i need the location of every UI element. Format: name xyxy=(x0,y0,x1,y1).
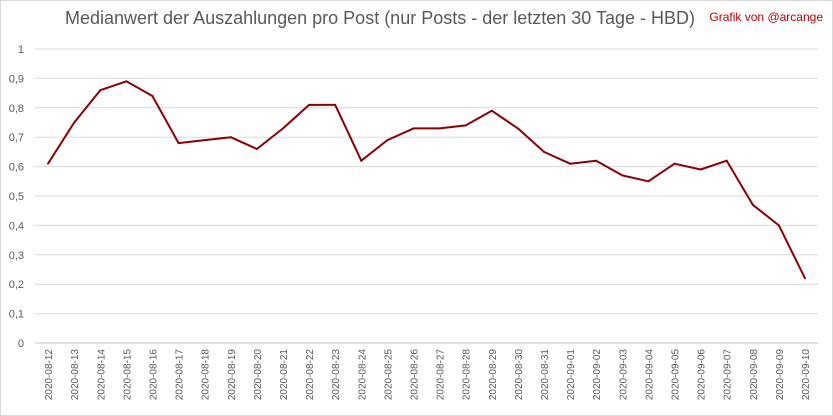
x-tick-label: 2020-08-28 xyxy=(462,349,473,401)
x-tick-label: 2020-08-13 xyxy=(70,349,81,401)
data-point xyxy=(647,180,650,183)
x-tick-label: 2020-09-02 xyxy=(592,349,603,401)
x-tick-label: 2020-09-06 xyxy=(697,349,708,401)
series-group xyxy=(47,80,806,280)
x-tick-label: 2020-08-21 xyxy=(279,349,290,401)
data-point xyxy=(542,150,545,153)
data-point xyxy=(751,203,754,206)
x-tick-label: 2020-08-25 xyxy=(383,349,394,401)
y-tick-label: 0,1 xyxy=(9,309,24,321)
x-tick-label: 2020-09-08 xyxy=(749,349,760,401)
y-tick-label: 0,3 xyxy=(9,250,24,262)
data-point xyxy=(803,277,806,280)
x-tick-label: 2020-08-26 xyxy=(409,349,420,401)
y-tick-label: 0 xyxy=(18,338,24,350)
x-tick-label: 2020-08-17 xyxy=(175,349,186,401)
x-tick-label: 2020-09-09 xyxy=(775,349,786,401)
chart-credit: Grafik von @arcange xyxy=(709,10,823,24)
data-point xyxy=(621,174,624,177)
y-tick-label: 1 xyxy=(18,44,24,56)
y-tick-label: 0,5 xyxy=(9,191,24,203)
data-point xyxy=(47,162,50,165)
data-point xyxy=(360,159,363,162)
data-point xyxy=(490,109,493,112)
x-tick-label: 2020-08-18 xyxy=(201,349,212,401)
data-point xyxy=(73,121,76,124)
data-point xyxy=(177,142,180,145)
x-tick-label: 2020-09-05 xyxy=(670,349,681,401)
x-tick-label: 2020-09-04 xyxy=(644,349,655,401)
gridlines xyxy=(35,48,818,344)
x-tick-label: 2020-08-22 xyxy=(305,349,316,401)
x-tick-label: 2020-08-15 xyxy=(122,349,133,401)
x-tick-label: 2020-09-10 xyxy=(801,349,812,401)
data-point xyxy=(673,162,676,165)
x-tick-label: 2020-08-16 xyxy=(148,349,159,401)
chart-title: Medianwert der Auszahlungen pro Post (nu… xyxy=(65,8,695,28)
data-point xyxy=(99,89,102,92)
data-point xyxy=(308,103,311,106)
data-point xyxy=(255,147,258,150)
x-tick-label: 2020-08-31 xyxy=(540,349,551,401)
data-point xyxy=(516,127,519,130)
x-tick-label: 2020-08-24 xyxy=(357,349,368,401)
x-tick-label: 2020-08-12 xyxy=(44,349,55,401)
x-tick-label: 2020-08-29 xyxy=(488,349,499,401)
x-tick-label: 2020-08-27 xyxy=(436,349,447,401)
data-point xyxy=(595,159,598,162)
data-point xyxy=(151,95,154,98)
y-tick-label: 0,8 xyxy=(9,103,24,115)
y-tick-label: 0,7 xyxy=(9,132,24,144)
y-tick-label: 0,6 xyxy=(9,162,24,174)
x-tick-label: 2020-08-23 xyxy=(331,349,342,401)
y-tick-label: 0,9 xyxy=(9,73,24,85)
x-tick-label: 2020-08-30 xyxy=(514,349,525,401)
data-point xyxy=(281,127,284,130)
data-point xyxy=(777,224,780,227)
x-tick-label: 2020-08-20 xyxy=(253,349,264,401)
data-point xyxy=(334,103,337,106)
x-tick-label: 2020-08-14 xyxy=(96,349,107,401)
y-axis-ticks: 0 0,1 0,2 0,3 0,4 0,5 0,6 0,7 0,8 0,9 1 xyxy=(9,44,24,350)
x-tick-label: 2020-08-19 xyxy=(227,349,238,401)
x-tick-label: 2020-09-01 xyxy=(566,349,577,401)
data-point xyxy=(203,139,206,142)
data-point xyxy=(725,159,728,162)
data-point xyxy=(569,162,572,165)
y-tick-label: 0,4 xyxy=(9,220,24,232)
y-tick-label: 0,2 xyxy=(9,279,24,291)
x-axis-ticks: 2020-08-12 2020-08-13 2020-08-14 2020-08-15… xyxy=(44,349,812,401)
data-point xyxy=(386,139,389,142)
data-point xyxy=(699,168,702,171)
series-line xyxy=(47,80,806,279)
data-point xyxy=(229,136,232,139)
x-tick-label: 2020-09-03 xyxy=(618,349,629,401)
data-point xyxy=(464,124,467,127)
data-point xyxy=(412,127,415,130)
x-tick-label: 2020-09-07 xyxy=(723,349,734,401)
data-point xyxy=(438,127,441,130)
data-point xyxy=(125,80,128,83)
